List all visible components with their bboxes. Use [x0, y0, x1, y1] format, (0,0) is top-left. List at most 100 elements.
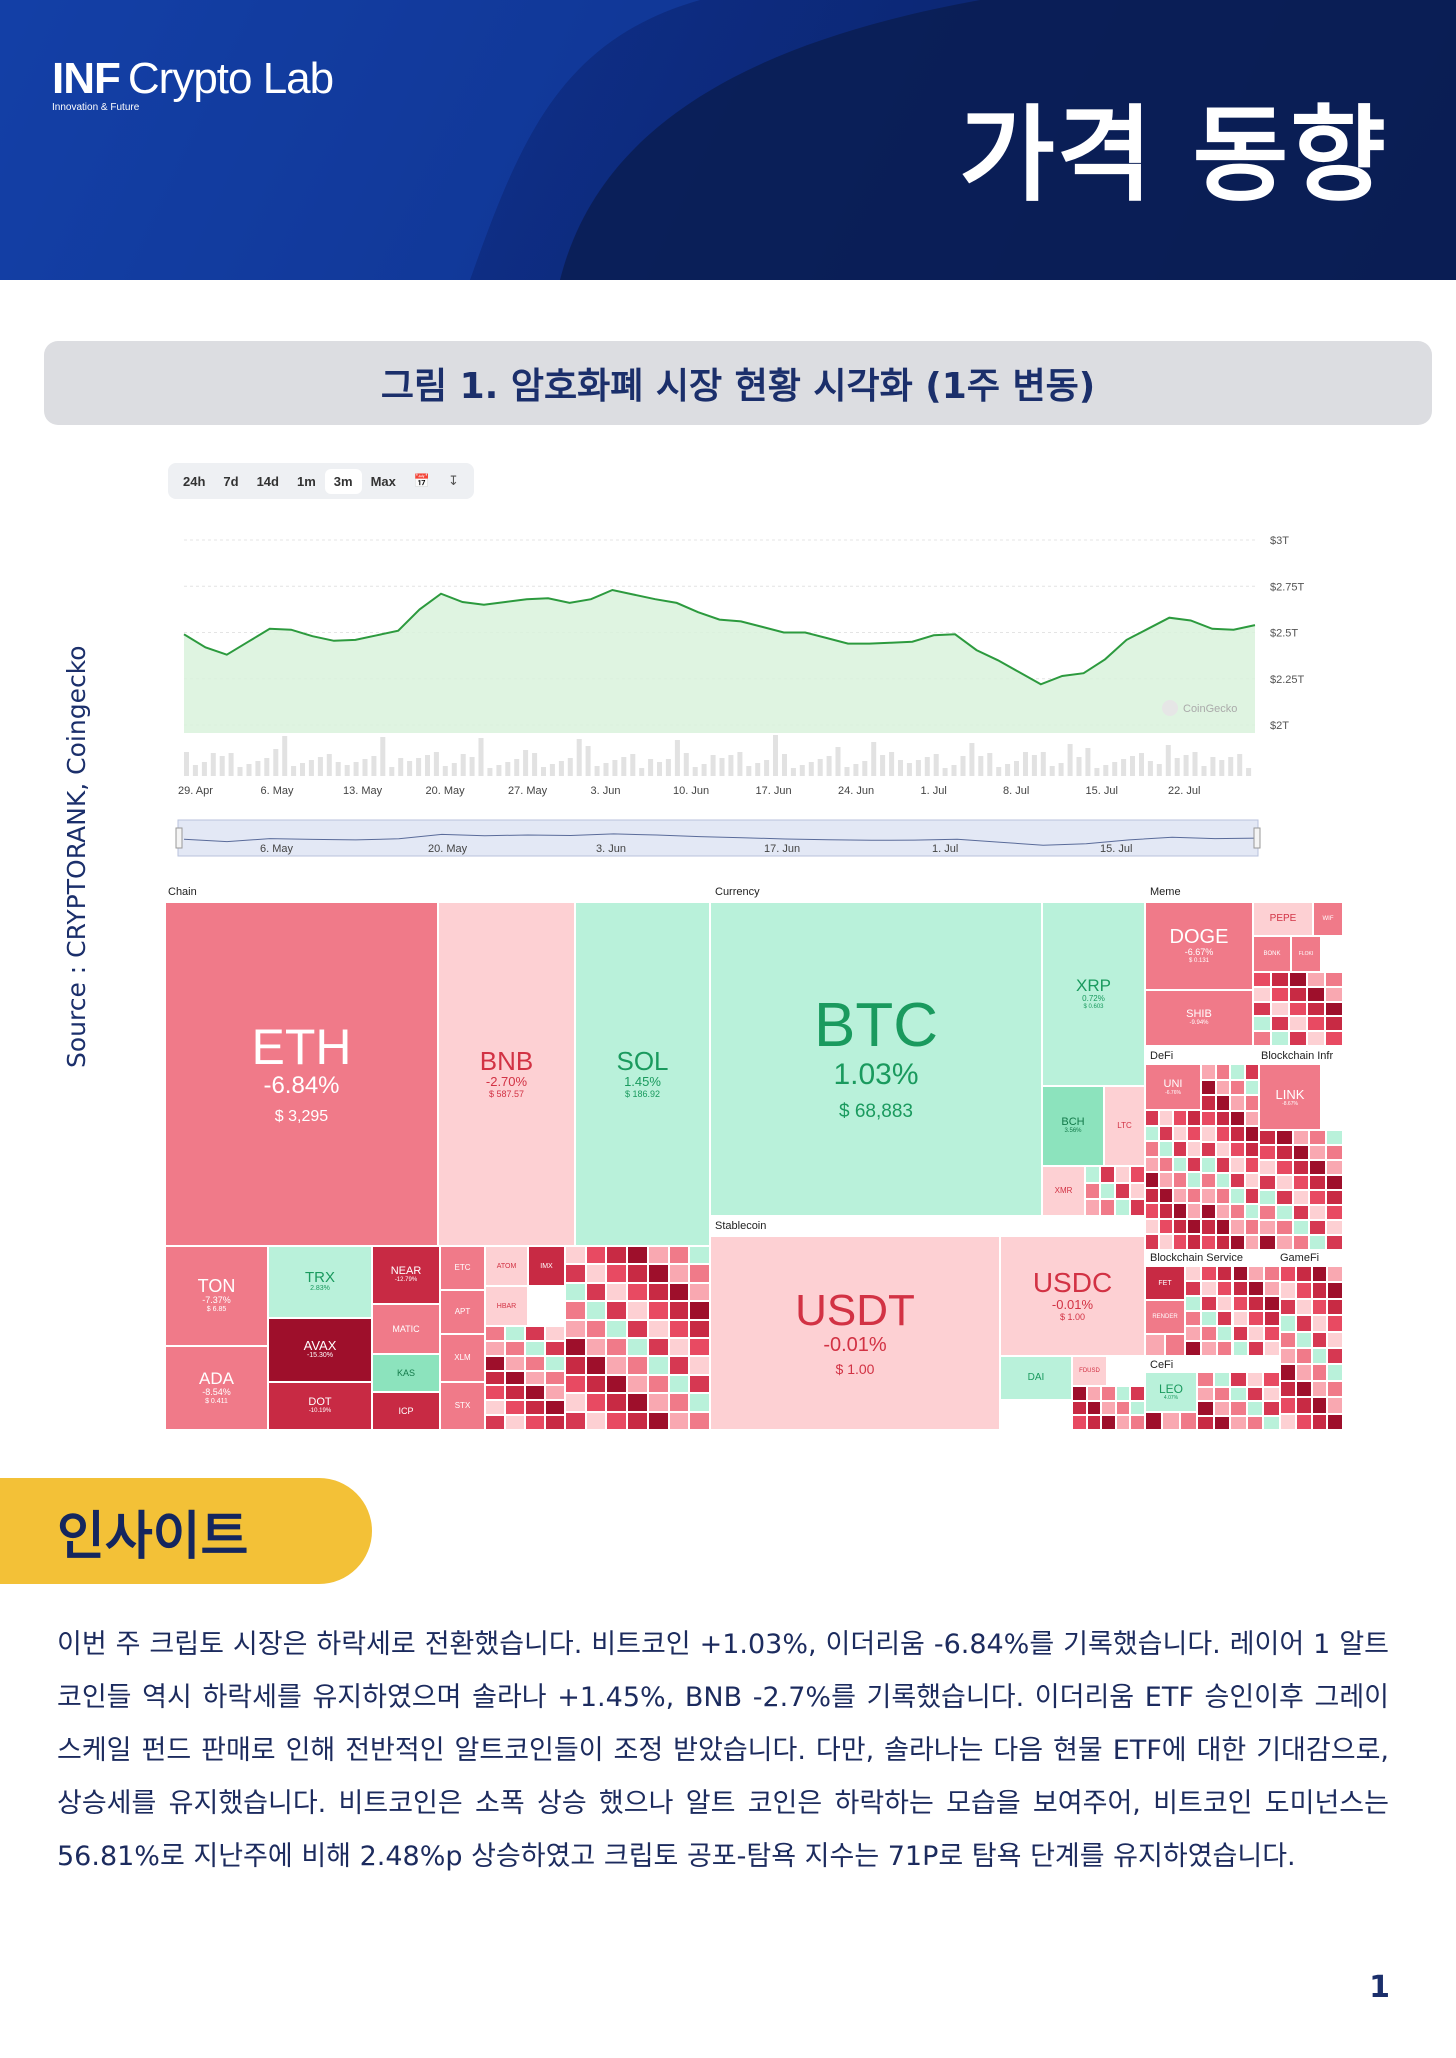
treemap-cell[interactable]	[1271, 1016, 1289, 1032]
treemap-cell[interactable]	[1115, 1166, 1130, 1183]
tile-shib[interactable]: SHIB -9.94%	[1145, 990, 1253, 1046]
treemap-cell[interactable]	[1216, 1311, 1233, 1326]
treemap-cell[interactable]	[1244, 1188, 1259, 1204]
treemap-cell[interactable]	[1215, 1126, 1230, 1142]
treemap-cell[interactable]	[647, 1301, 669, 1320]
treemap-cell[interactable]	[1295, 1282, 1312, 1299]
tile-trx[interactable]: TRX 2.83%	[268, 1246, 372, 1318]
treemap-cell[interactable]	[1253, 1001, 1271, 1017]
treemap-cell[interactable]	[1326, 1145, 1343, 1160]
calendar-icon[interactable]: 📅	[413, 473, 431, 489]
treemap-cell[interactable]	[668, 1338, 690, 1357]
tile-xlm[interactable]: XLM	[440, 1334, 485, 1382]
treemap-cell[interactable]	[1264, 1326, 1280, 1341]
treemap-cell[interactable]	[1230, 1157, 1245, 1173]
treemap-cell[interactable]	[1213, 1415, 1231, 1430]
treemap-cell[interactable]	[1215, 1234, 1230, 1250]
treemap-cell[interactable]	[1280, 1298, 1296, 1316]
treemap-cell[interactable]	[1259, 1190, 1276, 1205]
treemap-cell[interactable]	[1187, 1234, 1201, 1250]
treemap-cell[interactable]	[1200, 1266, 1217, 1281]
tile-xmr[interactable]: XMR	[1042, 1166, 1085, 1216]
treemap-cell[interactable]	[1115, 1386, 1131, 1401]
treemap-cell[interactable]	[1295, 1331, 1312, 1348]
treemap-cell[interactable]	[1327, 1380, 1343, 1398]
treemap-cell[interactable]	[1145, 1187, 1159, 1204]
tile-link[interactable]: LINK -8.67%	[1259, 1064, 1321, 1130]
treemap-cell[interactable]	[1327, 1266, 1343, 1283]
tile-leo[interactable]: LEO 4.07%	[1145, 1372, 1197, 1412]
treemap-cell[interactable]	[1145, 1412, 1163, 1430]
treemap-cell[interactable]	[1200, 1296, 1217, 1311]
treemap-cell[interactable]	[485, 1385, 505, 1401]
treemap-cell[interactable]	[1215, 1219, 1230, 1235]
treemap-cell[interactable]	[1259, 1130, 1276, 1145]
treemap-cell[interactable]	[1275, 1175, 1293, 1190]
treemap-cell[interactable]	[1311, 1315, 1328, 1332]
treemap-cell[interactable]	[1325, 1001, 1343, 1017]
treemap-cell[interactable]	[1309, 1190, 1327, 1205]
treemap-cell[interactable]	[1187, 1110, 1201, 1126]
treemap-cell[interactable]	[585, 1264, 607, 1283]
treemap-cell[interactable]	[1275, 1145, 1293, 1160]
treemap-cell[interactable]	[1307, 1031, 1325, 1046]
treemap-cell[interactable]	[1145, 1172, 1159, 1188]
treemap-cell[interactable]	[485, 1340, 505, 1356]
treemap-cell[interactable]	[1230, 1064, 1245, 1080]
treemap-cell[interactable]	[1200, 1311, 1217, 1326]
treemap-cell[interactable]	[1253, 972, 1271, 987]
treemap-cell[interactable]	[1292, 1175, 1310, 1190]
treemap-cell[interactable]	[1311, 1348, 1328, 1365]
treemap-cell[interactable]	[689, 1264, 710, 1283]
treemap-cell[interactable]	[1086, 1400, 1102, 1416]
tile-bonk[interactable]: BONK	[1253, 936, 1291, 972]
treemap-cell[interactable]	[1271, 1001, 1289, 1017]
treemap-cell[interactable]	[1185, 1326, 1201, 1341]
treemap-cell[interactable]	[1185, 1296, 1201, 1311]
treemap-cell[interactable]	[1197, 1372, 1214, 1387]
treemap-cell[interactable]	[1244, 1141, 1259, 1157]
treemap-cell[interactable]	[1187, 1172, 1201, 1188]
treemap-cell[interactable]	[1311, 1397, 1328, 1414]
treemap-cell[interactable]	[1327, 1397, 1343, 1414]
treemap-cell[interactable]	[1187, 1203, 1201, 1219]
treemap-cell[interactable]	[565, 1319, 586, 1338]
treemap-cell[interactable]	[1159, 1218, 1173, 1235]
treemap-cell[interactable]	[627, 1356, 648, 1375]
treemap-cell[interactable]	[1173, 1218, 1187, 1235]
treemap-cell[interactable]	[565, 1246, 586, 1265]
treemap-cell[interactable]	[1325, 972, 1343, 987]
treemap-cell[interactable]	[1145, 1110, 1159, 1126]
treemap-cell[interactable]	[1201, 1172, 1216, 1188]
treemap-cell[interactable]	[1173, 1141, 1187, 1157]
treemap-cell[interactable]	[1085, 1182, 1100, 1200]
treemap-cell[interactable]	[1248, 1311, 1265, 1326]
treemap-cell[interactable]	[1275, 1220, 1293, 1235]
treemap-cell[interactable]	[1295, 1348, 1312, 1365]
treemap-cell[interactable]	[545, 1326, 565, 1341]
treemap-cell[interactable]	[565, 1282, 586, 1302]
treemap-cell[interactable]	[1213, 1372, 1231, 1387]
treemap-cell[interactable]	[1201, 1188, 1216, 1204]
treemap-cell[interactable]	[1275, 1190, 1293, 1205]
treemap-cell[interactable]	[1215, 1110, 1230, 1126]
treemap-cell[interactable]	[1292, 1205, 1310, 1220]
treemap-cell[interactable]	[1280, 1315, 1296, 1332]
treemap-cell[interactable]	[668, 1246, 690, 1265]
treemap-cell[interactable]	[1326, 1235, 1343, 1250]
treemap-cell[interactable]	[606, 1264, 628, 1283]
treemap-cell[interactable]	[627, 1246, 648, 1265]
treemap-cell[interactable]	[1179, 1412, 1197, 1430]
treemap-cell[interactable]	[1187, 1156, 1201, 1173]
treemap-cell[interactable]	[627, 1374, 648, 1394]
treemap-cell[interactable]	[1309, 1175, 1327, 1190]
treemap-cell[interactable]	[1263, 1372, 1280, 1387]
treemap-cell[interactable]	[1326, 1190, 1343, 1205]
treemap-cell[interactable]	[1201, 1079, 1216, 1095]
range-14d-button[interactable]: 14d	[256, 473, 279, 489]
treemap-cell[interactable]	[1280, 1266, 1296, 1283]
treemap-cell[interactable]	[1289, 972, 1307, 987]
tile-fet[interactable]: FET	[1145, 1266, 1185, 1300]
treemap-cell[interactable]	[585, 1319, 607, 1338]
treemap-cell[interactable]	[689, 1282, 710, 1302]
